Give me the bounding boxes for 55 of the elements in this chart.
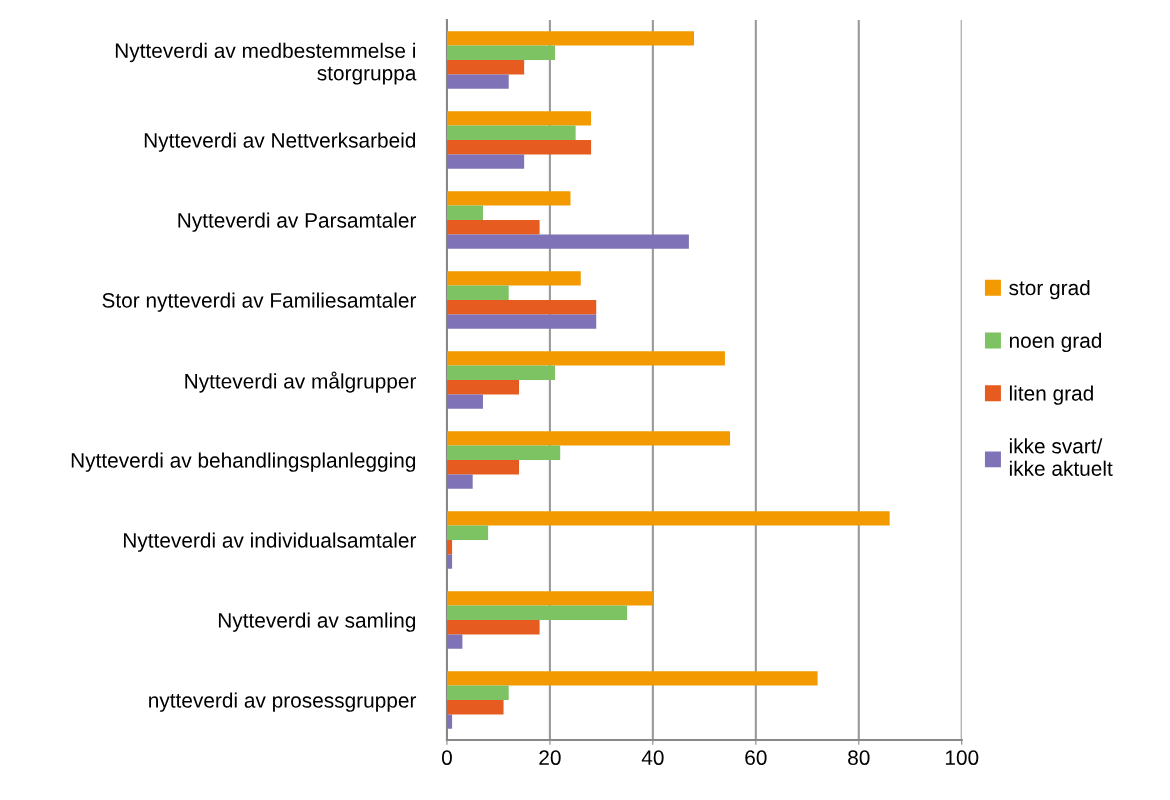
bar [446,111,592,126]
bar [446,191,571,206]
legend-label: stor grad [1009,279,1090,300]
bar [446,445,561,460]
bar [446,154,525,169]
y-tick-label: Nytteverdi av målgrupper [185,371,417,393]
bar [446,60,525,75]
bar [446,365,556,380]
bar [446,234,689,249]
x-tick-label: 40 [641,750,664,766]
y-tick-label: Stor nytteverdi av Familiesamtaler [102,292,417,312]
bar [446,431,731,446]
bar [446,671,818,686]
bar [446,125,576,140]
bar [446,394,483,409]
bar [446,605,628,620]
bar [446,460,520,475]
bar [446,285,509,300]
bar [446,634,463,649]
bar [446,685,509,700]
bar [446,380,520,395]
x-tick-label: 20 [539,750,561,766]
y-tick-label: Nytteverdi av Nettverksarbeid [144,132,416,152]
bar [446,620,540,635]
y-tick-label: Nytteverdi av individualsamtaler [124,532,417,552]
bar [446,74,509,89]
bar [446,205,483,220]
y-tick-label: Nytteverdi av Parsamtaler [178,212,417,232]
legend-label: ikke svart/ ikke aktuelt [1009,438,1113,476]
bar [446,31,695,46]
x-tick-label: 0 [441,750,452,766]
legend-label: liten grad [1009,385,1093,405]
bar [446,351,725,366]
bar [446,45,556,60]
bar [446,700,504,715]
bar [446,300,597,315]
bar [446,525,489,540]
bar [446,271,581,286]
y-tick-label: nytteverdi av prosessgrupper [149,692,417,712]
bar [446,220,540,235]
x-tick-label: 100 [945,750,979,766]
bar [446,140,592,155]
y-tick-label: Nytteverdi av samling [218,612,416,632]
bar [446,540,453,555]
bar [446,314,597,329]
bar [446,714,453,729]
bar [446,474,473,489]
bar [446,511,890,526]
x-tick-label: 60 [745,750,767,766]
x-tick-label: 80 [848,750,870,766]
y-tick-label: Nytteverdi av medbestemmelse i storgruppa [115,42,417,85]
bar [446,554,453,569]
bar [446,591,653,606]
y-tick-label: Nytteverdi av behandlingsplanlegging [71,452,416,472]
legend-label: noen grad [1009,332,1102,353]
